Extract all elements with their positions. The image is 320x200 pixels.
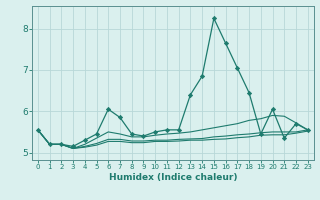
X-axis label: Humidex (Indice chaleur): Humidex (Indice chaleur) (108, 173, 237, 182)
